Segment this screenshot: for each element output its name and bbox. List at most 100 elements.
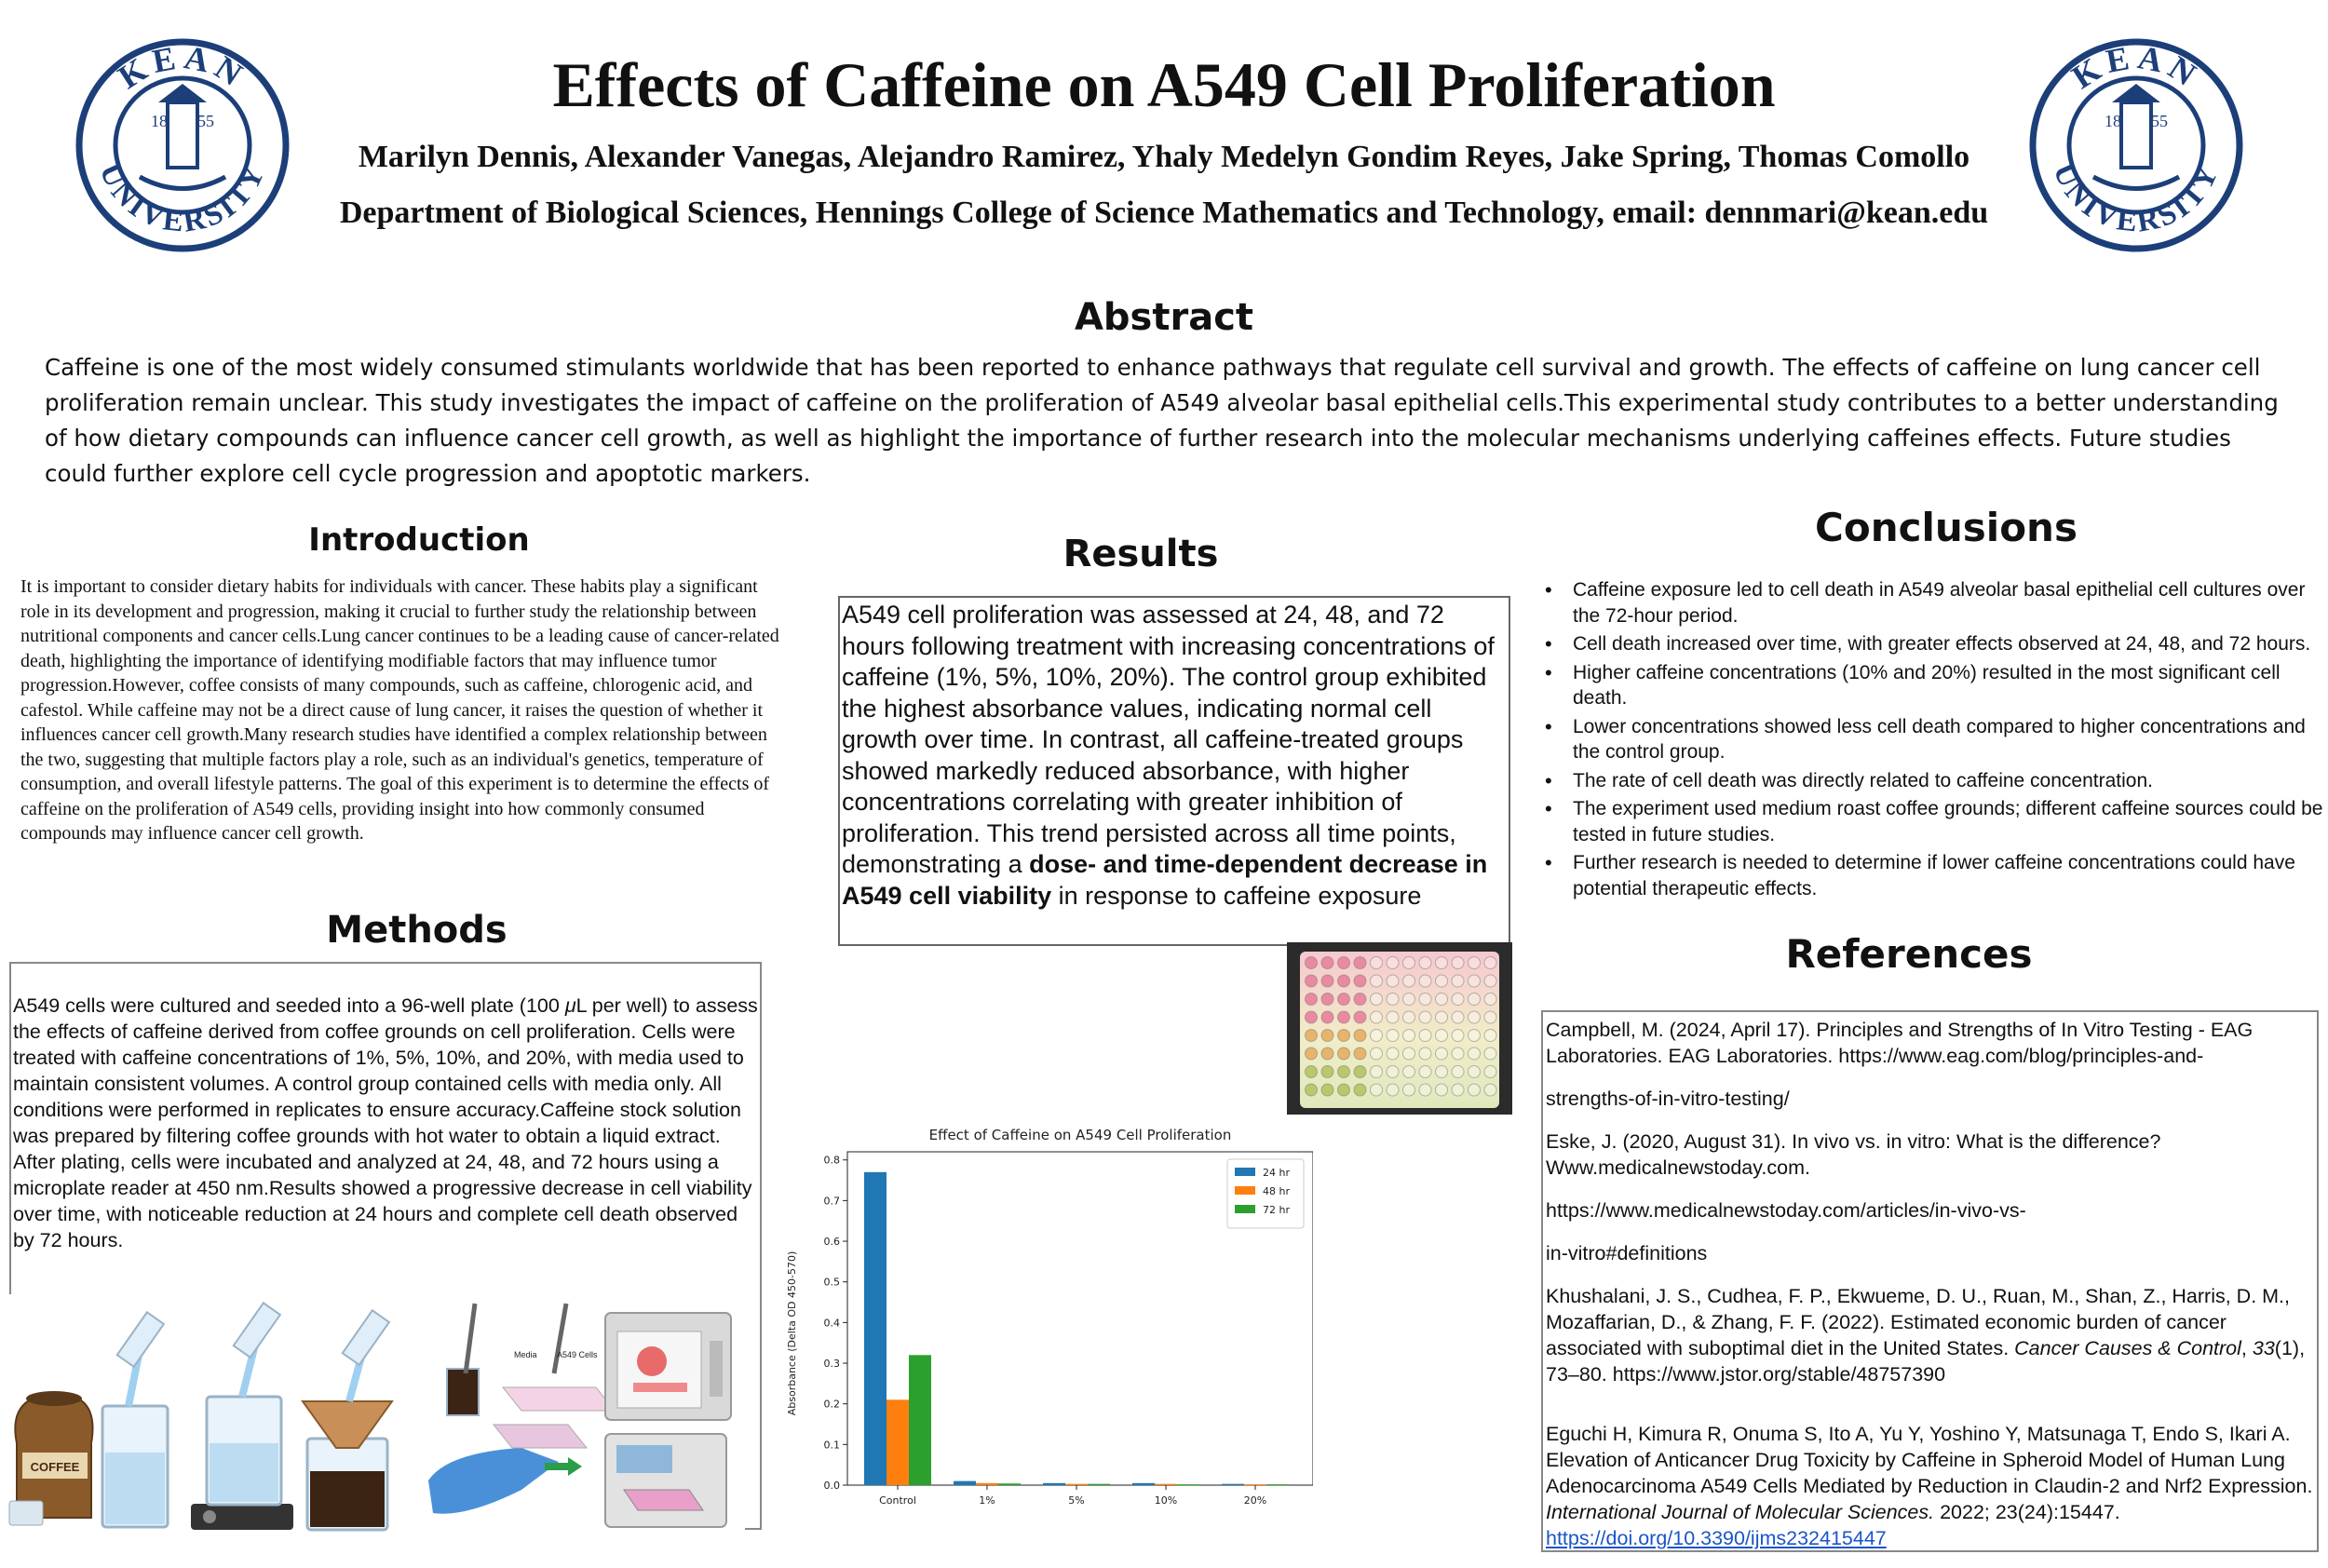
plate-well — [1320, 1029, 1334, 1042]
chart-y-axis-label: Absorbance (Delta OD 450-570) — [786, 1251, 798, 1416]
legend-swatch — [1235, 1186, 1255, 1195]
department-line: Department of Biological Sciences, Henni… — [339, 196, 1989, 230]
plate-well — [1451, 1010, 1465, 1024]
kean-logo-right: KEAN UNIVERSITY 18 55 — [2029, 38, 2243, 252]
results-text: A549 cell proliferation was assessed at … — [842, 601, 1495, 910]
plate-well — [1305, 993, 1318, 1006]
plate-well — [1435, 1029, 1448, 1042]
plate-well — [1370, 1029, 1383, 1042]
bar-marks — [864, 1171, 1289, 1486]
y-tick-label: 0.3 — [824, 1358, 841, 1370]
plate-well — [1305, 1047, 1318, 1061]
cells-label: A549 Cells — [557, 1350, 598, 1359]
plate-well — [1418, 956, 1432, 969]
plate-well — [1402, 974, 1415, 988]
conclusion-item: Cell death increased over time, with gre… — [1545, 631, 2328, 657]
reference-item: in-vitro#definitions — [1546, 1242, 1708, 1264]
plate-well — [1451, 1065, 1465, 1078]
plate-well — [1451, 974, 1465, 988]
y-tick-label: 0.8 — [824, 1155, 841, 1167]
plate-well — [1353, 1083, 1367, 1097]
results-box — [838, 596, 1510, 946]
bar-24-hr-1% — [954, 1480, 976, 1485]
plate-well — [1386, 993, 1400, 1006]
plate-well — [1337, 956, 1350, 969]
coffee-label: COFFEE — [31, 1460, 80, 1474]
plate-well — [1418, 993, 1432, 1006]
plate-well — [1320, 1047, 1334, 1061]
logo-year-left: 18 — [151, 112, 168, 130]
legend-swatch — [1235, 1168, 1255, 1176]
plate-well — [1386, 1065, 1400, 1078]
legend-swatch — [1235, 1205, 1255, 1213]
doi-link[interactable]: https://doi.org/10.3390/ijms232415447 — [1546, 1527, 1887, 1549]
chart-legend: 24 hr 48 hr 72 hr — [1226, 1158, 1305, 1229]
reference-item: https://www.medicalnewstoday.com/article… — [1546, 1199, 2026, 1222]
x-tick-label: 10% — [1155, 1494, 1177, 1507]
plate-well — [1386, 1010, 1400, 1024]
references-box — [1541, 1010, 2319, 1552]
plate-well — [1305, 974, 1318, 988]
plate-well — [1353, 1047, 1367, 1061]
plate-well — [1402, 993, 1415, 1006]
plate-well — [1386, 1029, 1400, 1042]
bar-chart: Effect of Caffeine on A549 Cell Prolifer… — [786, 1127, 1313, 1507]
plate-well — [1483, 993, 1497, 1006]
plate-well — [1402, 1010, 1415, 1024]
plate-well — [1370, 1047, 1383, 1061]
plate-well — [1451, 1029, 1465, 1042]
plate-well — [1435, 1047, 1448, 1061]
bar-48-hr-10% — [1155, 1483, 1177, 1485]
plate-well — [1320, 993, 1334, 1006]
abstract-heading: Abstract — [1074, 296, 1254, 339]
logo-year-right: 55 — [197, 112, 214, 130]
plate-well — [1468, 1083, 1481, 1097]
plate-well — [1386, 1083, 1400, 1097]
methods-text: A549 cells were cultured and seeded into… — [13, 994, 758, 1251]
plate-well — [1468, 974, 1481, 988]
plate-well — [1320, 1065, 1334, 1078]
introduction-heading: Introduction — [308, 521, 530, 559]
plate-well — [1353, 1065, 1367, 1078]
y-tick-label: 0.0 — [824, 1480, 841, 1492]
plate-well — [1337, 1083, 1350, 1097]
plate-well — [1483, 1047, 1497, 1061]
conclusion-item: Higher caffeine concentrations (10% and … — [1545, 660, 2328, 711]
plate-well — [1370, 956, 1383, 969]
y-tick-label: 0.4 — [824, 1317, 841, 1329]
plate-well — [1370, 993, 1383, 1006]
y-tick-label: 0.7 — [824, 1195, 841, 1207]
reference-item: strengths-of-in-vitro-testing/ — [1546, 1088, 1790, 1110]
plate-well — [1418, 1065, 1432, 1078]
plate-well — [1353, 1029, 1367, 1042]
plate-well — [1370, 974, 1383, 988]
conclusion-item: Further research is needed to determine … — [1545, 850, 2328, 901]
bar-72-hr-Control — [909, 1355, 931, 1485]
plate-well — [1483, 1010, 1497, 1024]
plate-well — [1468, 1047, 1481, 1061]
y-tick-label: 0.5 — [824, 1277, 841, 1289]
plate-well — [1337, 993, 1350, 1006]
legend-label: 24 hr — [1263, 1167, 1290, 1179]
bar-24-hr-10% — [1132, 1482, 1155, 1485]
results-heading: Results — [1062, 533, 1219, 575]
plate-well — [1418, 1083, 1432, 1097]
bar-48-hr-20% — [1244, 1484, 1266, 1486]
plate-well — [1337, 1065, 1350, 1078]
plate-well — [1320, 1083, 1334, 1097]
plate-well — [1468, 993, 1481, 1006]
conclusions-list: Caffeine exposure led to cell death in A… — [1541, 577, 2328, 904]
plate-well — [1402, 1047, 1415, 1061]
author-list: Marilyn Dennis, Alexander Vanegas, Aleja… — [358, 140, 1970, 174]
y-tick-label: 0.1 — [824, 1439, 841, 1451]
conclusion-item: The rate of cell death was directly rela… — [1545, 768, 2328, 794]
bar-48-hr-1% — [976, 1482, 998, 1485]
plate-well — [1418, 974, 1432, 988]
chart-title: Effect of Caffeine on A549 Cell Prolifer… — [929, 1127, 1232, 1143]
plate-well — [1305, 1029, 1318, 1042]
plate-well — [1418, 1010, 1432, 1024]
plate-well — [1370, 1065, 1383, 1078]
plate-well — [1435, 956, 1448, 969]
coffee-filter-icon — [301, 1308, 394, 1532]
svg-text:18: 18 — [2105, 112, 2121, 130]
